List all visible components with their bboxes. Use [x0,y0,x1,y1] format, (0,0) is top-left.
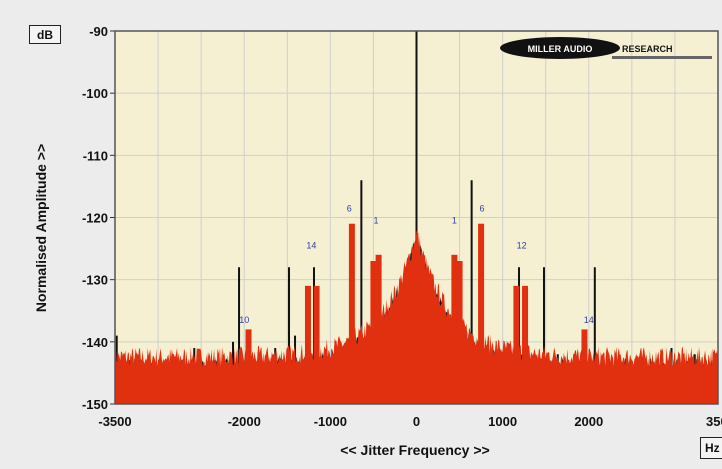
spur-marker-label: 10 [239,315,249,325]
spur-marker-label: 1 [452,216,457,226]
y-tick-label: -120 [82,211,108,226]
x-tick-label: 1000 [488,414,517,429]
spur-marker-label: 14 [306,241,316,251]
annotations: 10 14 6 1 1 6 12 14 [239,203,594,325]
y-tick-label: -100 [82,86,108,101]
x-tick-label: -2000 [228,414,261,429]
spur-marker-label: 12 [517,241,527,251]
grid [115,30,718,405]
logo: MILLER AUDIO RESEARCH [500,37,712,59]
red-spur [370,261,377,404]
y-tick-label: -110 [83,148,108,163]
red-spur [513,285,520,404]
red-spur [348,223,355,404]
x-tick-label: -3500 [98,414,131,429]
red-spur [522,285,529,404]
red-spur [478,223,485,404]
red-spur [304,285,311,404]
plot-border [114,30,719,405]
y-tick-label: -140 [82,335,108,350]
spur-marker-label: 14 [584,315,594,325]
y-axis-ticks: -90 -100 -110 -120 -130 -140 -150 [82,24,115,412]
red-spur [245,329,252,404]
red-spur [581,329,588,404]
spur-marker-label: 1 [374,216,379,226]
y-tick-label: -150 [82,397,108,412]
y-tick-label: -90 [89,24,108,39]
x-unit-label: Hz [700,437,722,459]
logo-text-right: RESEARCH [622,44,673,54]
x-tick-label: -1000 [314,414,347,429]
x-tick-label: 2000 [574,414,603,429]
y-unit-label: dB [29,25,61,44]
red-spur [375,254,382,404]
y-axis-label: Normalised Amplitude >> [33,144,49,312]
red-spur [456,261,463,404]
x-axis-label: << Jitter Frequency >> [340,442,489,458]
logo-text-left: MILLER AUDIO [528,44,593,54]
red-noise-floor [115,230,718,404]
red-spur [451,254,458,404]
spur-marker-label: 6 [347,203,352,213]
red-spur [313,285,320,404]
spur-marker-label: 6 [479,203,484,213]
y-tick-label: -130 [82,273,108,288]
x-tick-label: 350 [706,414,722,429]
x-axis-ticks: -3500 -2000 -1000 0 1000 2000 350 [98,414,722,429]
red-series [115,223,718,404]
x-tick-label: 0 [413,414,420,429]
